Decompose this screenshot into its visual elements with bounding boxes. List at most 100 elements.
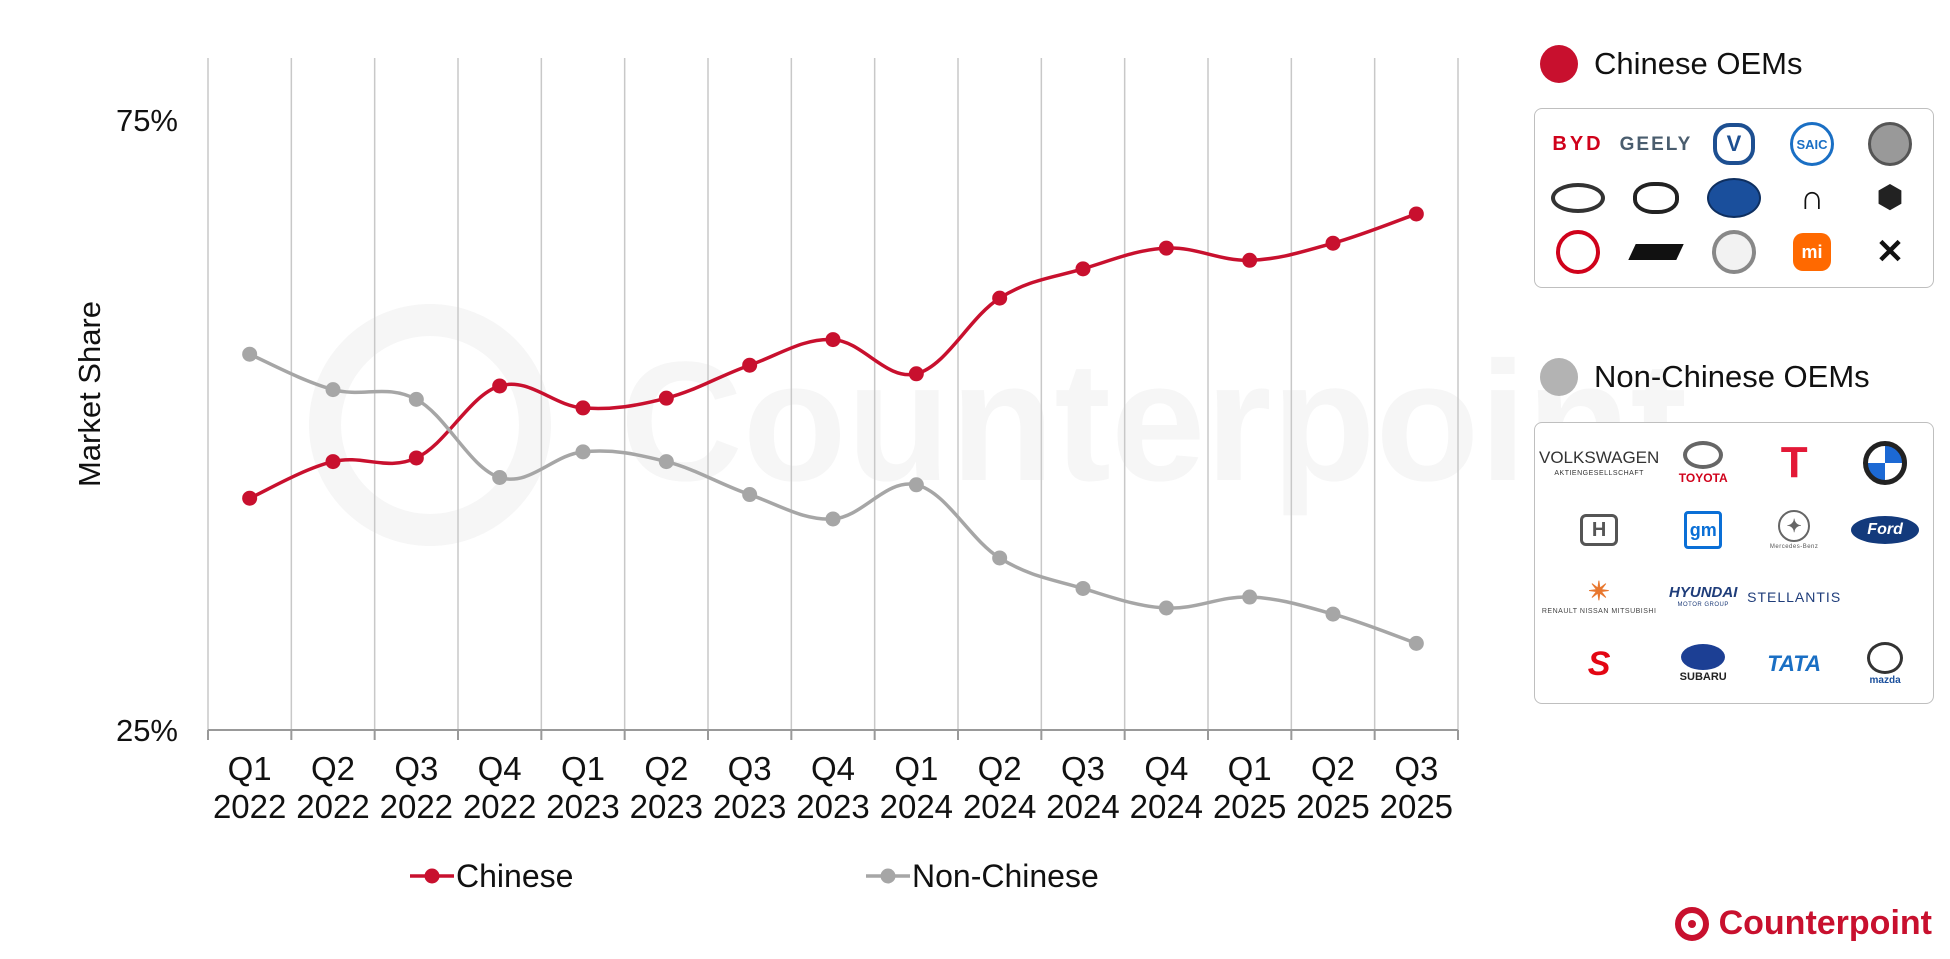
point-chinese-2 — [408, 450, 424, 466]
x-tick-year-0: 2022 — [213, 788, 286, 825]
point-non-chinese-10 — [1075, 580, 1091, 596]
x-tick-quarter-12: Q1 — [1228, 750, 1272, 787]
legend-marker-chinese — [424, 868, 440, 884]
nio-logo: ∩ — [1799, 179, 1825, 217]
x-tick-year-14: 2025 — [1380, 788, 1453, 825]
point-non-chinese-3 — [492, 469, 508, 485]
volkswagen-wordmark: VOLKSWAGEN — [1539, 447, 1660, 467]
xpeng-logo: ✕ — [1875, 233, 1905, 271]
point-chinese-13 — [1325, 235, 1341, 251]
x-tick-year-6: 2023 — [713, 788, 786, 825]
point-non-chinese-2 — [408, 391, 424, 407]
watermark: Counterpoint — [309, 304, 1687, 546]
subaru-wordmark: SUBARU — [1679, 671, 1727, 683]
dongfeng-logo — [1556, 230, 1600, 274]
stellantis-logo: STELLANTIS — [1747, 588, 1842, 605]
point-non-chinese-1 — [325, 382, 341, 398]
mazda-wordmark: mazda — [1869, 674, 1901, 686]
x-tick-year-8: 2024 — [880, 788, 953, 825]
x-tick-label-13: Q2 2025 — [1296, 750, 1369, 825]
point-chinese-0 — [242, 490, 258, 506]
legend-label-chinese: Chinese — [456, 858, 573, 894]
renault-nissan-mitsubishi-logo: ✴ RENAULT NISSAN MITSUBISHI — [1541, 576, 1657, 615]
x-tick-quarter-4: Q1 — [561, 750, 605, 787]
toyota-wordmark: TOYOTA — [1678, 471, 1728, 485]
x-tick-quarter-6: Q3 — [728, 750, 772, 787]
x-tick-year-1: 2022 — [296, 788, 369, 825]
x-tick-year-12: 2025 — [1213, 788, 1286, 825]
x-tick-label-8: Q1 2024 — [880, 750, 953, 825]
grid — [207, 58, 1459, 730]
subaru-logo: SUBARU — [1680, 644, 1727, 683]
x-tick-year-13: 2025 — [1296, 788, 1369, 825]
x-tick-label-10: Q3 2024 — [1046, 750, 1119, 825]
point-non-chinese-11 — [1158, 600, 1174, 616]
x-tick-year-11: 2024 — [1130, 788, 1203, 825]
x-tick-quarter-8: Q1 — [894, 750, 938, 787]
mercedes-logo: ✦ Mercedes-Benz — [1769, 509, 1819, 550]
point-non-chinese-8 — [908, 477, 924, 493]
x-tick-quarter-13: Q2 — [1311, 750, 1355, 787]
legend: Chinese Non-Chinese — [410, 858, 1099, 894]
non-chinese-oems-heading: Non-Chinese OEMs — [1540, 358, 1870, 396]
x-tick-label-9: Q2 2024 — [963, 750, 1036, 825]
volkswagen-subtitle: AKTIENGESELLSCHAFT — [1554, 469, 1644, 477]
point-chinese-1 — [325, 454, 341, 470]
mercedes-wordmark: Mercedes-Benz — [1769, 543, 1819, 550]
x-tick-label-14: Q3 2025 — [1380, 750, 1453, 825]
hyundai-wordmark: HYUNDAI — [1669, 584, 1738, 601]
x-tick-label-11: Q4 2024 — [1130, 750, 1203, 825]
non-chinese-oems-logo-panel: VOLKSWAGEN AKTIENGESELLSCHAFT TOYOTA T H… — [1534, 422, 1934, 704]
gac-logo — [1633, 182, 1679, 214]
xiaomi-logo: mi — [1793, 233, 1831, 271]
baic-logo — [1712, 230, 1756, 274]
ford-logo: Ford — [1851, 515, 1920, 544]
watermark-text: Counterpoint — [620, 327, 1687, 517]
point-non-chinese-5 — [658, 454, 674, 470]
saic-logo: SAIC — [1790, 122, 1834, 166]
geely-logo: GEELY — [1619, 133, 1693, 155]
x-tick-label-6: Q3 2023 — [713, 750, 786, 825]
series-layer — [242, 206, 1424, 651]
point-chinese-11 — [1158, 240, 1174, 256]
point-chinese-4 — [575, 400, 591, 416]
chinese-oems-title: Chinese OEMs — [1594, 46, 1803, 81]
bmw-logo — [1863, 440, 1908, 485]
x-tick-quarter-5: Q2 — [644, 750, 688, 787]
chinese-oems-heading: Chinese OEMs — [1540, 45, 1802, 83]
brand-name: Counterpoint — [1718, 904, 1932, 942]
x-tick-year-2: 2022 — [380, 788, 453, 825]
x-tick-year-7: 2023 — [796, 788, 869, 825]
legend-marker-non-chinese — [880, 868, 896, 884]
point-non-chinese-0 — [242, 346, 258, 362]
x-tick-label-1: Q2 2022 — [296, 750, 369, 825]
toyota-logo: TOYOTA — [1679, 441, 1728, 484]
point-chinese-10 — [1075, 261, 1091, 277]
chinese-oems-dot — [1540, 45, 1578, 83]
changan-logo: V — [1713, 123, 1755, 165]
counterpoint-brand: Counterpoint — [1674, 904, 1932, 943]
point-chinese-5 — [658, 390, 674, 406]
x-tick-year-9: 2024 — [963, 788, 1036, 825]
point-chinese-6 — [742, 357, 758, 373]
point-non-chinese-6 — [742, 487, 758, 503]
point-chinese-12 — [1242, 252, 1258, 268]
y-tick-label-0: 75% — [116, 103, 178, 138]
mazda-logo: mazda — [1867, 641, 1904, 686]
x-tick-quarter-2: Q3 — [394, 750, 438, 787]
hyundai-logo: HYUNDAI MOTOR GROUP — [1669, 585, 1737, 608]
counterpoint-logo-icon — [1674, 906, 1709, 941]
chinese-oems-logo-panel: BYD GEELY V SAIC ∩ ⬢ mi ✕ — [1534, 108, 1934, 288]
suzuki-logo: S — [1587, 644, 1611, 683]
rnm-wordmark: RENAULT NISSAN MITSUBISHI — [1541, 608, 1657, 615]
x-tick-label-4: Q1 2023 — [546, 750, 619, 825]
non-chinese-oems-dot — [1540, 358, 1578, 396]
point-non-chinese-13 — [1325, 606, 1341, 622]
x-tick-quarter-9: Q2 — [978, 750, 1022, 787]
chery-logo — [1551, 183, 1605, 213]
x-tick-year-3: 2022 — [463, 788, 536, 825]
tata-logo: TATA — [1767, 650, 1822, 676]
x-tick-quarter-11: Q4 — [1144, 750, 1188, 787]
